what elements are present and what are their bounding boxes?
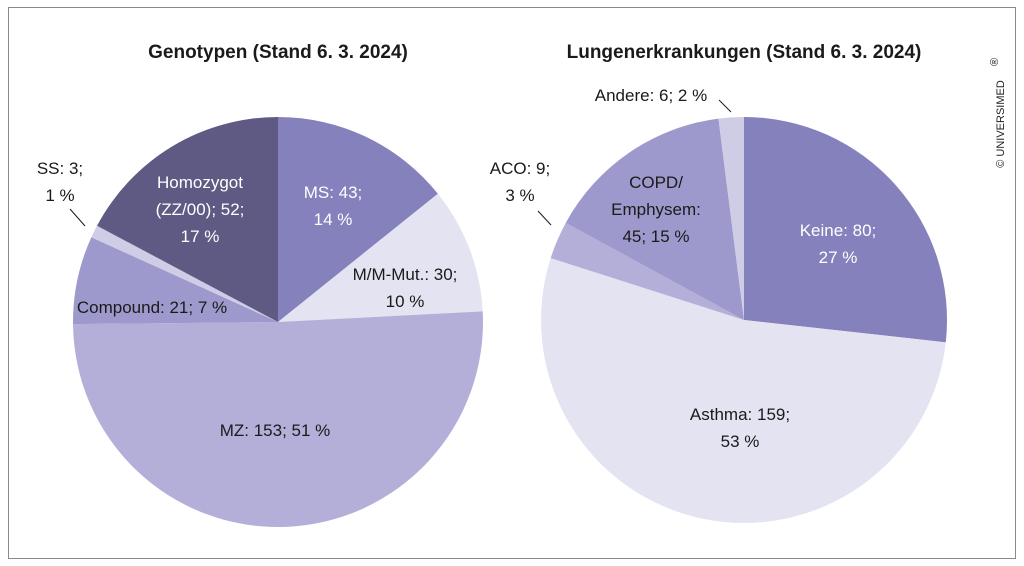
pie-slice-ss [91,225,278,322]
copyright-text: © UNIVERSIMED [995,80,1007,168]
pie-slice-copd-emphysem [565,118,744,320]
copyright-registered-mark: ® [989,58,1001,66]
data-label-keine: Keine: 80; 27 % [800,221,877,267]
leader-line-ss [69,208,86,227]
pie-slice-andere [718,117,744,320]
pie-title-genotypen: Genotypen (Stand 6. 3. 2024) [148,42,408,63]
data-label-andere: Andere: 6; 2 % [595,86,707,105]
data-label-homozygot-zz-00-: Homozygot (ZZ/00); 52; 17 % [156,173,245,246]
pie-slice-homozygot-zz-00- [97,117,279,322]
leader-line-andere [718,99,732,113]
pie-slice-keine [744,117,948,343]
data-label-m-m-mut-: M/M-Mut.: 30; 10 % [353,265,458,311]
data-label-mz: MZ: 153; 51 % [220,421,331,440]
chart-frame [8,7,1016,559]
pie-genotypen: MS: 43; 14 % M/M-Mut.: 30; 10 % MZ: 153; 51 … [37,117,483,528]
data-label-ms: MS: 43; 14 % [304,183,363,229]
pie-slice-mz [73,311,483,528]
data-label-compound: Compound: 21; 7 % [77,298,227,317]
data-label-copd-emphysem: COPD/Emphysem: 45; 15 % [611,173,701,246]
pie-title-lungenerkrankungen: Lungenerkrankungen (Stand 6. 3. 2024) [567,42,922,63]
leader-line-aco [537,210,552,226]
pie-slice-m-m-mut- [278,193,483,322]
data-label-asthma: Asthma: 159; 53 % [690,405,790,451]
pie-lungenerkrankungen: Keine: 80; 27 % Asthma: 159; 53 % ACO: 9; 3 %… [490,86,948,523]
data-label-ss: SS: 3; 1 % [37,159,83,205]
data-label-aco: ACO: 9; 3 % [490,159,550,205]
pie-slice-asthma [541,258,946,523]
pie-slice-aco [550,222,744,320]
pie-slice-ms [278,117,438,322]
pie-slice-compound [72,237,278,325]
